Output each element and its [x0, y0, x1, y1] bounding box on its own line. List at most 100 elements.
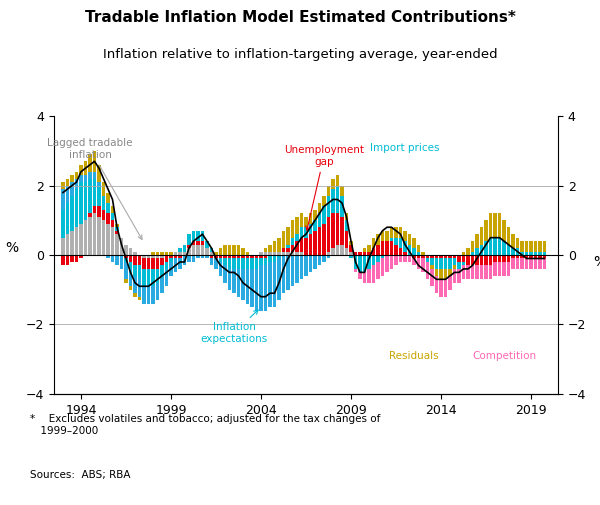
- Bar: [290, 251, 295, 255]
- Bar: [142, 255, 146, 259]
- Bar: [452, 269, 457, 283]
- Bar: [218, 248, 223, 255]
- Bar: [241, 269, 245, 300]
- Bar: [268, 251, 272, 255]
- Bar: [443, 279, 448, 297]
- Text: Sources:  ABS; RBA: Sources: ABS; RBA: [30, 470, 131, 480]
- Bar: [106, 224, 110, 255]
- Bar: [340, 217, 344, 244]
- Bar: [173, 255, 178, 259]
- Bar: [502, 220, 506, 241]
- Bar: [83, 175, 88, 182]
- Bar: [511, 255, 515, 259]
- Bar: [376, 262, 380, 279]
- Bar: [479, 266, 484, 279]
- Bar: [227, 259, 232, 269]
- Bar: [115, 231, 119, 234]
- Bar: [358, 255, 362, 272]
- Bar: [155, 283, 160, 300]
- Bar: [133, 276, 137, 293]
- Bar: [326, 186, 331, 196]
- Bar: [529, 259, 533, 269]
- Bar: [295, 241, 299, 251]
- Bar: [331, 189, 335, 213]
- Bar: [520, 241, 524, 251]
- Bar: [520, 259, 524, 269]
- Bar: [533, 241, 538, 251]
- Bar: [115, 224, 119, 227]
- Bar: [461, 255, 466, 262]
- Bar: [74, 179, 79, 189]
- Bar: [439, 255, 443, 259]
- Bar: [493, 213, 497, 238]
- Bar: [439, 269, 443, 279]
- Bar: [65, 185, 70, 203]
- Bar: [308, 224, 313, 234]
- Bar: [92, 179, 97, 207]
- Bar: [488, 213, 493, 238]
- Bar: [209, 248, 214, 251]
- Bar: [286, 255, 290, 290]
- Bar: [326, 255, 331, 259]
- Bar: [164, 269, 169, 286]
- Bar: [335, 186, 340, 213]
- Bar: [205, 241, 209, 248]
- Bar: [178, 248, 182, 251]
- Bar: [380, 259, 385, 276]
- Bar: [241, 255, 245, 259]
- Bar: [110, 227, 115, 255]
- Bar: [142, 286, 146, 304]
- Bar: [416, 251, 421, 255]
- Bar: [304, 255, 308, 276]
- Bar: [277, 259, 281, 300]
- Bar: [254, 255, 259, 259]
- Bar: [173, 251, 178, 255]
- Bar: [515, 238, 520, 248]
- Bar: [106, 213, 110, 224]
- Bar: [182, 244, 187, 251]
- Bar: [200, 255, 205, 259]
- Bar: [218, 262, 223, 276]
- Bar: [124, 262, 128, 279]
- Bar: [461, 251, 466, 255]
- Bar: [313, 220, 317, 231]
- Bar: [133, 251, 137, 255]
- Bar: [209, 255, 214, 259]
- Bar: [349, 244, 353, 251]
- Bar: [200, 241, 205, 244]
- Bar: [137, 255, 142, 266]
- Bar: [200, 231, 205, 241]
- Bar: [79, 182, 83, 224]
- Bar: [484, 220, 488, 241]
- Bar: [160, 259, 164, 266]
- Bar: [340, 186, 344, 196]
- Bar: [493, 255, 497, 262]
- Bar: [515, 259, 520, 269]
- Bar: [169, 255, 173, 259]
- Text: *  Excludes volatiles and tobacco; adjusted for the tax changes of
 1999–2000: * Excludes volatiles and tobacco; adjust…: [30, 414, 380, 436]
- Bar: [263, 251, 268, 255]
- Bar: [299, 238, 304, 251]
- Bar: [205, 255, 209, 259]
- Bar: [214, 255, 218, 259]
- Bar: [146, 259, 151, 269]
- Bar: [286, 251, 290, 255]
- Bar: [290, 220, 295, 238]
- Bar: [362, 248, 367, 251]
- Bar: [128, 248, 133, 255]
- Bar: [524, 255, 529, 259]
- Bar: [367, 251, 371, 255]
- Bar: [421, 251, 425, 255]
- Bar: [236, 259, 241, 269]
- Bar: [385, 255, 389, 272]
- Bar: [205, 248, 209, 255]
- Bar: [187, 255, 191, 262]
- Bar: [470, 266, 475, 279]
- Bar: [322, 255, 326, 262]
- Bar: [515, 255, 520, 259]
- Bar: [425, 255, 430, 259]
- Bar: [155, 269, 160, 283]
- Bar: [533, 259, 538, 269]
- Bar: [439, 279, 443, 297]
- Bar: [299, 255, 304, 279]
